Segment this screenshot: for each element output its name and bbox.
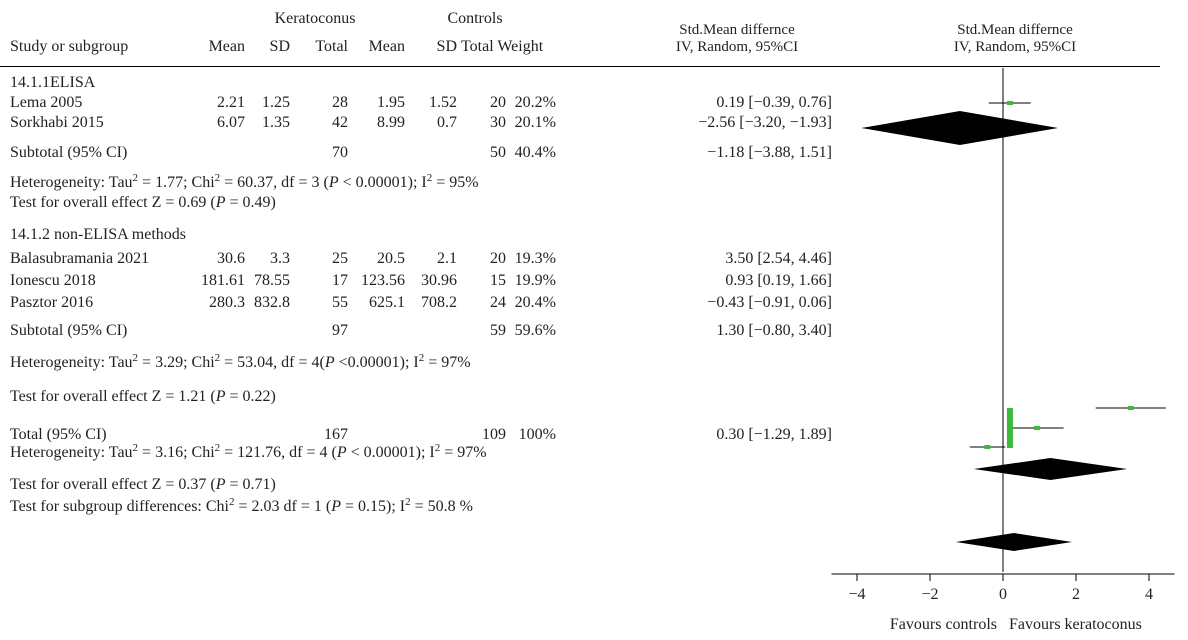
- weight: 20.1%: [514, 114, 556, 131]
- col-header-k-sd: SD: [269, 38, 290, 55]
- c-sd: 2.1: [437, 250, 457, 267]
- subgroup-title-elisa: 14.1.1ELISA: [10, 74, 96, 91]
- col-header-study: Study or subgroup: [10, 38, 129, 55]
- group-header-controls: Controls: [447, 10, 503, 27]
- effect-header-line2: IV, Random, 95%CI: [675, 39, 799, 55]
- k-total: 28: [332, 94, 348, 111]
- x-tick-label: 4: [1145, 586, 1153, 603]
- c-mean: 8.99: [377, 114, 405, 131]
- overall-effect-text: Test for overall effect Z = 0.37 (P = 0.…: [10, 476, 276, 493]
- c-sd: 1.52: [429, 94, 457, 111]
- heterogeneity-text: Heterogeneity: Tau2 = 3.16; Chi2 = 121.7…: [10, 442, 487, 462]
- k-total: 70: [332, 144, 348, 161]
- col-header-c-sd: SD: [436, 38, 457, 55]
- k-total: 42: [332, 114, 348, 131]
- c-total: 50: [490, 144, 506, 161]
- ci-text: −0.43 [−0.91, 0.06]: [707, 294, 832, 311]
- k-total: 17: [332, 272, 348, 289]
- heterogeneity-text: Heterogeneity: Tau2 = 3.29; Chi2 = 53.04…: [10, 352, 471, 372]
- ci-text: 0.19 [−0.39, 0.76]: [716, 94, 832, 111]
- c-total: 109: [482, 426, 506, 443]
- c-total: 15: [490, 272, 506, 289]
- pooled-diamond: [861, 111, 1059, 145]
- overall-effect-text: Test for overall effect Z = 0.69 (P = 0.…: [10, 194, 276, 211]
- study-name: Ionescu 2018: [10, 272, 96, 289]
- study-marker: [1033, 426, 1040, 430]
- c-total: 20: [490, 250, 506, 267]
- plot-header-line1: Std.Mean differnce: [957, 22, 1073, 38]
- pooled-diamond: [973, 458, 1128, 480]
- ci-text: 3.50 [2.54, 4.46]: [725, 250, 832, 267]
- group-header-keratoconus: Keratoconus: [274, 10, 356, 27]
- k-total: 55: [332, 294, 348, 311]
- total-label: Total (95% CI): [10, 426, 107, 443]
- k-mean: 280.3: [209, 294, 245, 311]
- ci-text: 0.93 [0.19, 1.66]: [725, 272, 832, 289]
- col-header-k-mean: Mean: [208, 38, 245, 55]
- c-mean: 625.1: [369, 294, 405, 311]
- c-total: 20: [490, 94, 506, 111]
- study-name: Lema 2005: [10, 94, 83, 111]
- c-mean: 123.56: [361, 272, 405, 289]
- weight: 100%: [518, 426, 556, 443]
- x-tick-label: 2: [1072, 586, 1080, 603]
- weight: 20.4%: [514, 294, 556, 311]
- k-total: 25: [332, 250, 348, 267]
- weight: 19.9%: [514, 272, 556, 289]
- c-total: 30: [490, 114, 506, 131]
- header-rule: [0, 66, 1160, 67]
- col-header-c-mean: Mean: [368, 38, 405, 55]
- c-sd: 708.2: [421, 294, 457, 311]
- pooled-diamond: [955, 533, 1072, 551]
- study-marker: [1127, 406, 1134, 410]
- c-sd: 0.7: [437, 114, 457, 131]
- x-tick-label: −4: [848, 586, 865, 603]
- study-name: Pasztor 2016: [10, 294, 94, 311]
- c-total: 59: [490, 322, 506, 339]
- c-sd: 30.96: [421, 272, 457, 289]
- col-header-total-weight: Total Weight: [461, 38, 544, 55]
- k-mean: 30.6: [217, 250, 245, 267]
- col-header-k-total: Total: [315, 38, 348, 55]
- subtotal-label: Subtotal (95% CI): [10, 322, 128, 339]
- ci-text: 1.30 [−0.80, 3.40]: [716, 322, 832, 339]
- ci-text: −1.18 [−3.88, 1.51]: [707, 144, 832, 161]
- k-sd: 832.8: [254, 294, 290, 311]
- study-marker-bar: [1006, 408, 1013, 448]
- k-sd: 1.25: [262, 94, 290, 111]
- c-total: 24: [490, 294, 506, 311]
- weight: 40.4%: [514, 144, 556, 161]
- k-mean: 6.07: [217, 114, 245, 131]
- c-mean: 20.5: [377, 250, 405, 267]
- subgroup-diff-text: Test for subgroup differences: Chi2 = 2.…: [10, 496, 473, 516]
- weight: 19.3%: [514, 250, 556, 267]
- k-sd: 3.3: [270, 250, 290, 267]
- study-name: Sorkhabi 2015: [10, 114, 104, 131]
- k-sd: 78.55: [254, 272, 290, 289]
- ci-text: 0.30 [−1.29, 1.89]: [716, 426, 832, 443]
- favours-right-label: Favours keratoconus: [1009, 616, 1142, 633]
- study-marker: [984, 445, 991, 449]
- k-mean: 2.21: [217, 94, 245, 111]
- k-total: 167: [324, 426, 348, 443]
- k-mean: 181.61: [201, 272, 245, 289]
- study-marker: [1006, 101, 1013, 105]
- overall-effect-text: Test for overall effect Z = 1.21 (P = 0.…: [10, 388, 276, 405]
- subgroup-title-non-elisa: 14.1.2 non-ELISA methods: [10, 226, 186, 243]
- k-sd: 1.35: [262, 114, 290, 131]
- study-name: Balasubramania 2021: [10, 250, 150, 267]
- heterogeneity-text: Heterogeneity: Tau2 = 1.77; Chi2 = 60.37…: [10, 172, 479, 192]
- weight: 59.6%: [514, 322, 556, 339]
- subtotal-label: Subtotal (95% CI): [10, 144, 128, 161]
- favours-left-label: Favours controls: [890, 616, 997, 633]
- k-total: 97: [332, 322, 348, 339]
- effect-header-line1: Std.Mean differnce: [679, 22, 795, 38]
- ci-text: −2.56 [−3.20, −1.93]: [698, 114, 832, 131]
- plot-header-line2: IV, Random, 95%CI: [953, 39, 1077, 55]
- x-tick-label: 0: [999, 586, 1007, 603]
- c-mean: 1.95: [377, 94, 405, 111]
- weight: 20.2%: [514, 94, 556, 111]
- x-tick-label: −2: [921, 586, 938, 603]
